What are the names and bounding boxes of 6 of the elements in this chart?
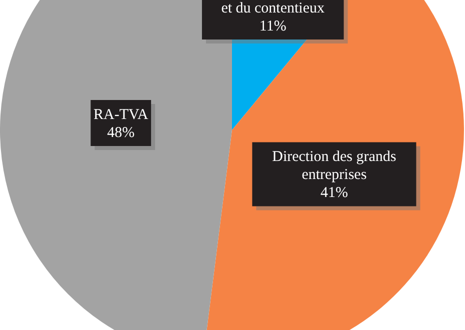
slice-label: et du contentieux: [221, 0, 326, 16]
slice-label: RA-TVA: [93, 107, 148, 124]
data-label: 41%: [320, 185, 348, 202]
data-label: 48%: [107, 125, 135, 142]
slice-label: Direction des grands entreprises: [272, 149, 396, 184]
data-label: 11%: [259, 18, 286, 34]
